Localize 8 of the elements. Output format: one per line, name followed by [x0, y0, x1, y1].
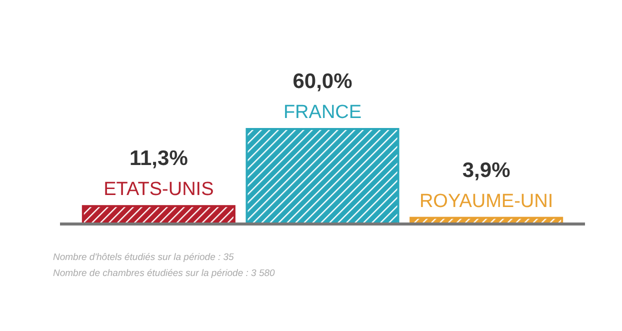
x-tick-label: ETATS-UNIS: [104, 179, 214, 200]
text: Nombre d'hôtels étudiés sur la période : 35: [53, 252, 235, 263]
data-label: 60,0%: [292, 70, 353, 93]
x-tick-label: FRANCE: [283, 102, 362, 123]
x-tick-label: ROYAUME-UNI: [419, 190, 554, 212]
data-label: 11,3%: [129, 147, 188, 170]
data-label: 3,9%: [462, 158, 511, 182]
text: Nombre de chambres étudiées sur la période : 3 580: [53, 268, 276, 279]
